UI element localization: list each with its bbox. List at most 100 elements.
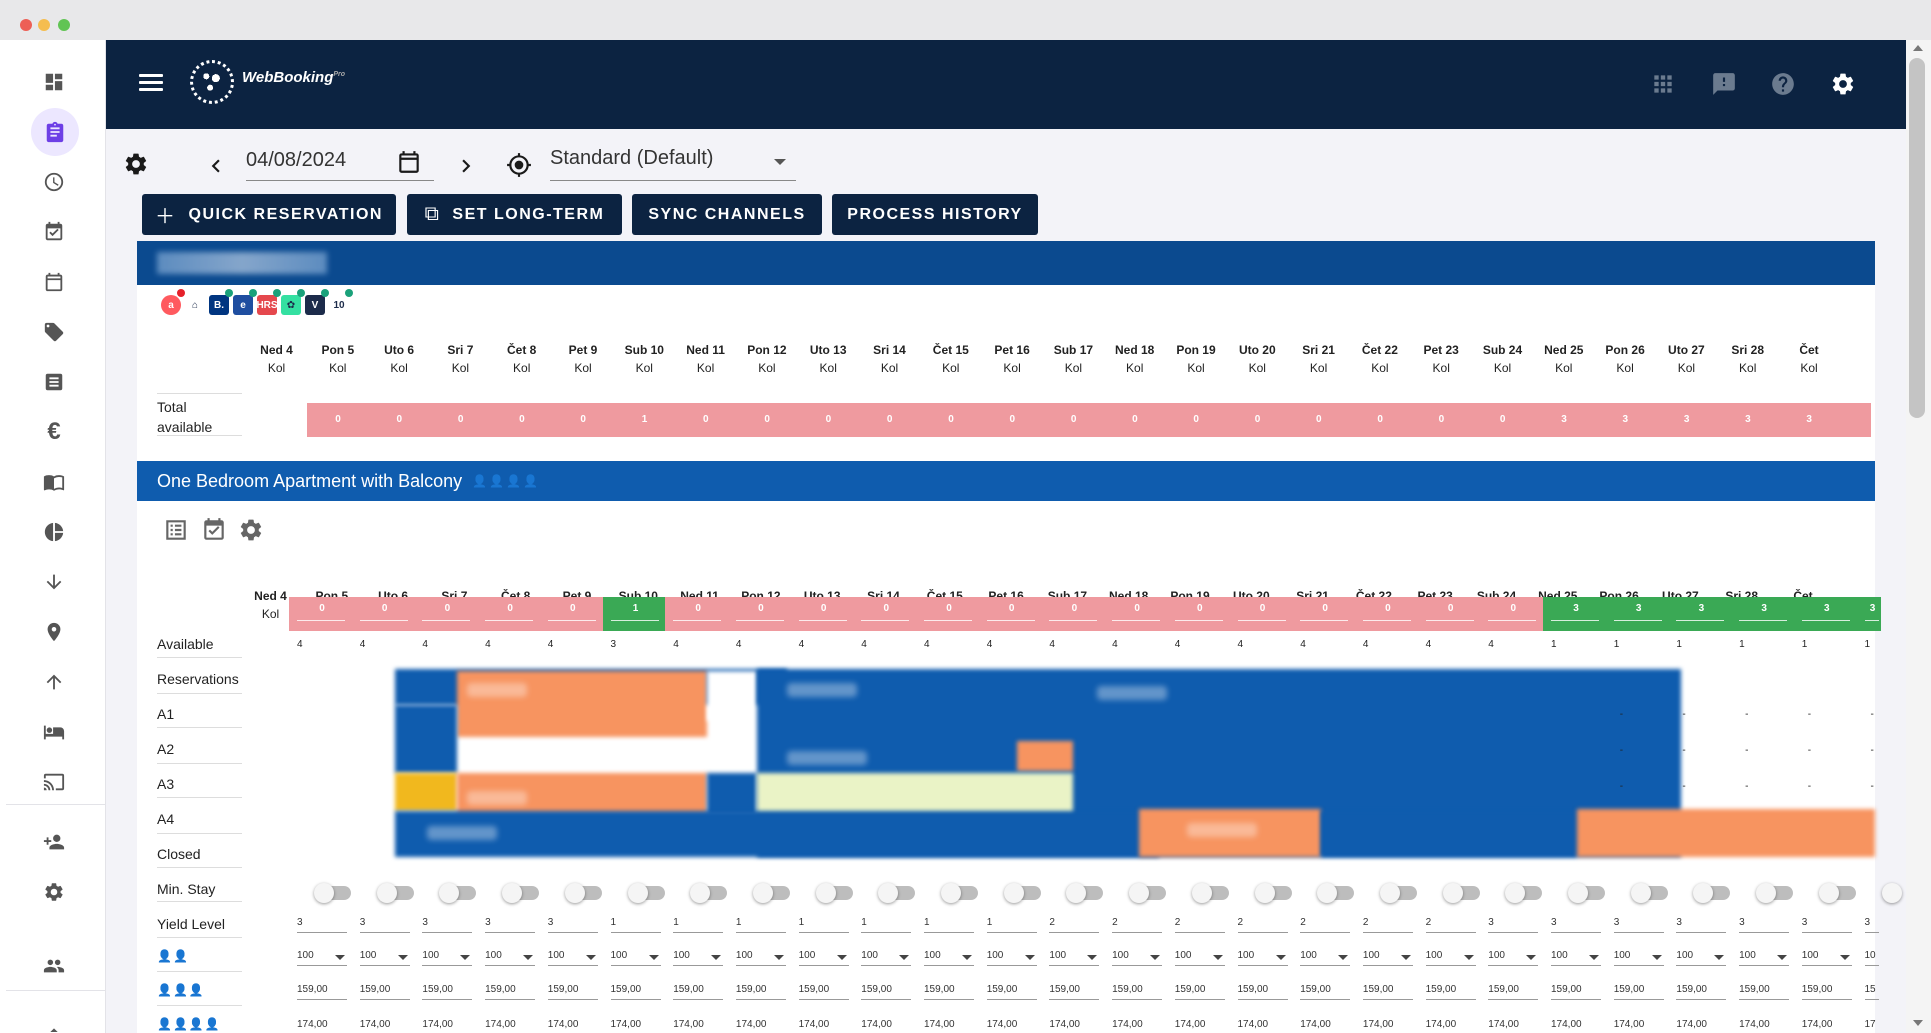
free-slot[interactable]: -: [1682, 709, 1686, 720]
yield-level-input[interactable]: 1: [735, 913, 786, 933]
yield-level-input[interactable]: 1: [673, 913, 724, 933]
app-logo[interactable]: WebBookingPro: [190, 60, 345, 104]
yield-level-input[interactable]: 1: [924, 913, 974, 933]
availability-input[interactable]: 3: [1613, 603, 1662, 621]
channel-expedia-icon[interactable]: e: [233, 289, 257, 315]
free-slot[interactable]: -: [1807, 745, 1812, 756]
yield-level-input[interactable]: 3: [359, 913, 410, 933]
price-three-persons-input[interactable]: 159,00: [1488, 980, 1539, 1000]
add-person-icon[interactable]: [36, 824, 72, 860]
price-three-persons-input[interactable]: 159,00: [1049, 980, 1100, 1000]
reservation-block[interactable]: [395, 705, 457, 773]
occupancy-percent-select[interactable]: 100: [1739, 946, 1790, 966]
occupancy-percent-select[interactable]: 100: [297, 946, 347, 966]
calendar-picker-icon[interactable]: [394, 147, 424, 177]
reservation-block[interactable]: [1139, 809, 1321, 857]
price-four-persons-input[interactable]: 174,00: [924, 1015, 974, 1033]
price-four-persons-input[interactable]: 174,00: [422, 1015, 472, 1033]
price-four-persons-input[interactable]: 174,00: [1049, 1015, 1099, 1033]
min-stay-toggle[interactable]: [815, 883, 853, 903]
price-four-persons-input[interactable]: 17: [1865, 1015, 1879, 1033]
free-slot[interactable]: -: [1870, 781, 1874, 792]
min-stay-toggle[interactable]: [314, 883, 351, 903]
availability-input[interactable]: 0: [735, 603, 784, 621]
occupancy-percent-select[interactable]: 100: [673, 946, 724, 966]
occupancy-percent-select[interactable]: 100: [1112, 946, 1163, 966]
free-slot[interactable]: -: [1870, 745, 1874, 756]
minimize-window-button[interactable]: [38, 19, 50, 31]
occupancy-percent-select[interactable]: 10: [1864, 946, 1879, 966]
min-stay-toggle[interactable]: [502, 883, 540, 903]
price-three-persons-input[interactable]: 159,00: [735, 980, 786, 1000]
min-stay-toggle[interactable]: [1317, 883, 1355, 903]
min-stay-toggle[interactable]: [752, 883, 790, 903]
availability-input[interactable]: 1: [610, 603, 659, 621]
yield-level-input[interactable]: 2: [1362, 913, 1413, 933]
price-four-persons-input[interactable]: 174,00: [485, 1015, 535, 1033]
availability-input[interactable]: 0: [359, 603, 408, 621]
free-slot[interactable]: -: [1619, 709, 1624, 720]
channel-v-channel-icon[interactable]: V: [305, 289, 329, 315]
min-stay-toggle[interactable]: [1630, 883, 1668, 903]
process-history-button[interactable]: PROCESS HISTORY: [832, 194, 1038, 235]
min-stay-toggle[interactable]: [1129, 883, 1167, 903]
occupancy-percent-select[interactable]: 100: [422, 946, 473, 966]
min-stay-toggle[interactable]: [1505, 883, 1543, 903]
channel-booking-icon[interactable]: B.: [209, 289, 233, 315]
availability-input[interactable]: 3: [1676, 603, 1725, 621]
price-three-persons-input[interactable]: 159,00: [485, 980, 536, 1000]
occupancy-percent-select[interactable]: 100: [1551, 946, 1601, 966]
book-icon[interactable]: [36, 464, 72, 500]
next-date-button[interactable]: [451, 151, 481, 181]
yield-level-input[interactable]: 3: [1488, 913, 1539, 933]
channel-10-icon[interactable]: 10: [329, 289, 353, 315]
yield-level-input[interactable]: 3: [297, 913, 347, 933]
occupancy-percent-select[interactable]: 100: [485, 946, 536, 966]
availability-input[interactable]: 0: [485, 603, 534, 621]
price-four-persons-input[interactable]: 174,00: [1676, 1015, 1726, 1033]
min-stay-toggle[interactable]: [1756, 883, 1794, 903]
calendar-icon[interactable]: [36, 264, 72, 300]
free-slot[interactable]: -: [1619, 781, 1624, 792]
location-pin-icon[interactable]: [36, 614, 72, 650]
yield-level-input[interactable]: 3: [1801, 913, 1852, 933]
price-four-persons-input[interactable]: 174,00: [861, 1015, 911, 1033]
availability-input[interactable]: 0: [1362, 603, 1411, 621]
availability-input[interactable]: 0: [798, 603, 847, 621]
availability-input[interactable]: 0: [861, 603, 910, 621]
scrollbar-thumb[interactable]: [1909, 58, 1925, 418]
close-window-button[interactable]: [20, 19, 32, 31]
price-three-persons-input[interactable]: 159,00: [1112, 980, 1163, 1000]
price-four-persons-input[interactable]: 174,00: [736, 1015, 786, 1033]
price-three-persons-input[interactable]: 159,00: [798, 980, 849, 1000]
yield-level-input[interactable]: 2: [1112, 913, 1163, 933]
previous-date-button[interactable]: [201, 151, 231, 181]
yield-level-input[interactable]: 3: [547, 913, 598, 933]
price-three-persons-input[interactable]: 159,00: [1801, 980, 1852, 1000]
maximize-window-button[interactable]: [58, 19, 70, 31]
yield-level-input[interactable]: 3: [485, 913, 536, 933]
price-four-persons-input[interactable]: 174,00: [1112, 1015, 1162, 1033]
price-three-persons-input[interactable]: 159,00: [610, 980, 661, 1000]
list-view-icon[interactable]: [161, 515, 191, 545]
min-stay-toggle[interactable]: [690, 883, 728, 903]
price-three-persons-input[interactable]: 159,00: [861, 980, 912, 1000]
price-three-persons-input[interactable]: 159,00: [1613, 980, 1664, 1000]
min-stay-toggle[interactable]: [1191, 883, 1229, 903]
arrow-down-icon[interactable]: [36, 564, 72, 600]
date-input[interactable]: 04/08/2024: [246, 145, 434, 181]
availability-input[interactable]: 0: [1300, 603, 1349, 621]
occupancy-percent-select[interactable]: 100: [1300, 946, 1351, 966]
price-three-persons-input[interactable]: 159,00: [986, 980, 1037, 1000]
min-stay-toggle[interactable]: [1254, 883, 1292, 903]
availability-input[interactable]: 0: [547, 603, 596, 621]
price-three-persons-input[interactable]: 159,00: [1174, 980, 1225, 1000]
min-stay-toggle[interactable]: [1379, 883, 1417, 903]
locate-today-icon[interactable]: [504, 150, 534, 180]
occupancy-percent-select[interactable]: 100: [1801, 946, 1852, 966]
yield-level-input[interactable]: 2: [1425, 913, 1476, 933]
calendar-check-icon[interactable]: [199, 515, 229, 545]
min-stay-toggle[interactable]: [1693, 883, 1731, 903]
price-four-persons-input[interactable]: 174,00: [297, 1015, 347, 1033]
bed-icon[interactable]: [36, 714, 72, 750]
